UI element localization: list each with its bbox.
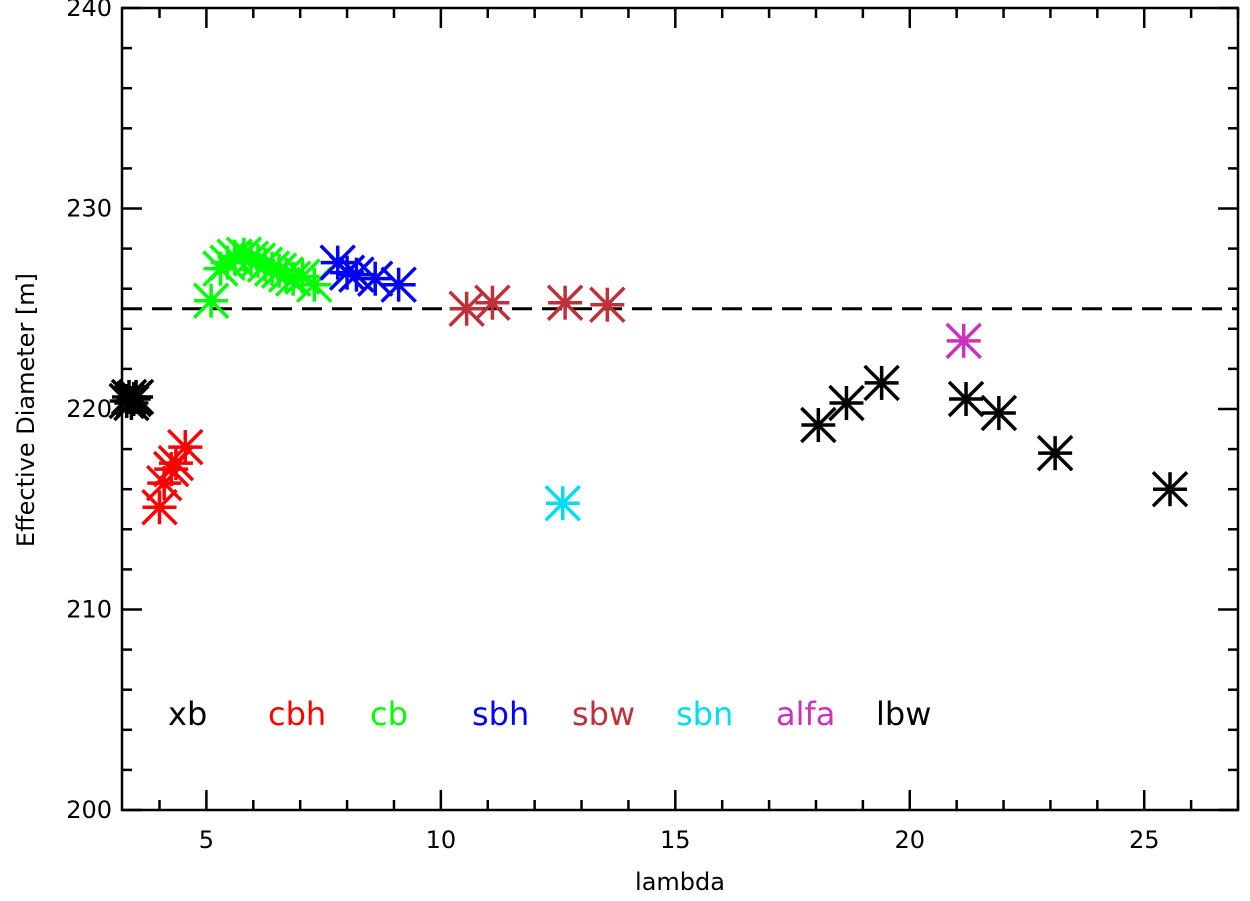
- x-tick-label: 10: [426, 826, 457, 854]
- point-stroke: [157, 444, 195, 482]
- legend-entry: xb: [168, 695, 207, 733]
- data-point: [589, 286, 626, 323]
- point-stroke: [546, 284, 584, 321]
- data-point: [800, 406, 837, 444]
- y-axis-label: Effective Diameter [m]: [12, 273, 40, 547]
- y-tick-label: 220: [66, 395, 112, 423]
- point-stroke: [117, 378, 155, 416]
- point-stroke: [380, 266, 417, 303]
- legend: xb cbh cb sbh sbw sbn alfa lbw: [168, 695, 931, 733]
- points-layer: [108, 236, 1189, 526]
- legend-entry: alfa: [776, 695, 835, 733]
- data-point: [328, 254, 366, 291]
- point-stroke: [246, 246, 284, 283]
- point-stroke: [167, 428, 204, 466]
- point-stroke: [253, 250, 291, 287]
- point-stroke: [192, 282, 230, 319]
- legend-entry: lbw: [876, 695, 931, 733]
- point-stroke: [216, 238, 253, 275]
- data-point: [338, 256, 375, 293]
- data-point: [945, 322, 982, 360]
- point-stroke: [225, 236, 263, 273]
- plot-frame: [120, 6, 1240, 812]
- point-stroke: [947, 380, 985, 418]
- data-point: [474, 284, 511, 321]
- point-stroke: [356, 260, 394, 297]
- data-point: [356, 260, 394, 297]
- x-tick-label: 5: [199, 826, 214, 854]
- legend-entry: sbn: [676, 695, 733, 733]
- data-point: [1151, 470, 1189, 508]
- point-stroke: [589, 286, 626, 323]
- data-point: [448, 290, 485, 327]
- x-tick-label: 20: [894, 826, 925, 854]
- point-stroke: [328, 254, 366, 291]
- data-point: [947, 380, 985, 418]
- data-point: [192, 282, 230, 319]
- data-point: [141, 489, 178, 526]
- legend-entry: sbw: [572, 695, 635, 733]
- point-stroke: [232, 240, 270, 277]
- point-stroke: [260, 252, 298, 289]
- point-stroke: [141, 489, 178, 526]
- data-point: [863, 364, 900, 402]
- x-tick-label: 25: [1129, 826, 1160, 854]
- x-tick-label: 15: [660, 826, 691, 854]
- point-stroke: [945, 322, 982, 360]
- point-stroke: [239, 242, 277, 279]
- data-point: [544, 484, 582, 522]
- point-stroke: [863, 364, 900, 402]
- y-tick-label: 230: [66, 195, 112, 223]
- legend-entry: cb: [370, 695, 408, 733]
- point-stroke: [980, 394, 1018, 432]
- data-point: [828, 384, 865, 422]
- point-stroke: [474, 284, 511, 321]
- data-point: [380, 266, 417, 303]
- point-stroke: [828, 384, 865, 422]
- y-tick-label: 240: [66, 0, 112, 22]
- data-point: [296, 266, 333, 303]
- point-stroke: [1151, 470, 1189, 508]
- x-axis-label: lambda: [635, 868, 725, 896]
- point-stroke: [544, 484, 582, 522]
- point-stroke: [338, 256, 375, 293]
- axes: 200 210 220 230 240 5 10 15 20 25: [66, 0, 1240, 854]
- data-point: [117, 378, 155, 416]
- data-point: [980, 394, 1018, 432]
- point-stroke: [1036, 434, 1074, 472]
- point-stroke: [267, 256, 305, 293]
- point-stroke: [800, 406, 837, 444]
- y-tick-label: 210: [66, 596, 112, 624]
- data-point: [167, 428, 204, 466]
- legend-entry: sbh: [472, 695, 529, 733]
- data-point: [546, 284, 584, 321]
- y-tick-label: 200: [66, 796, 112, 824]
- data-point: [157, 444, 195, 482]
- point-stroke: [274, 260, 312, 297]
- legend-entry: cbh: [268, 695, 326, 733]
- point-stroke: [284, 258, 321, 295]
- data-point: [1036, 434, 1074, 472]
- point-stroke: [448, 290, 485, 327]
